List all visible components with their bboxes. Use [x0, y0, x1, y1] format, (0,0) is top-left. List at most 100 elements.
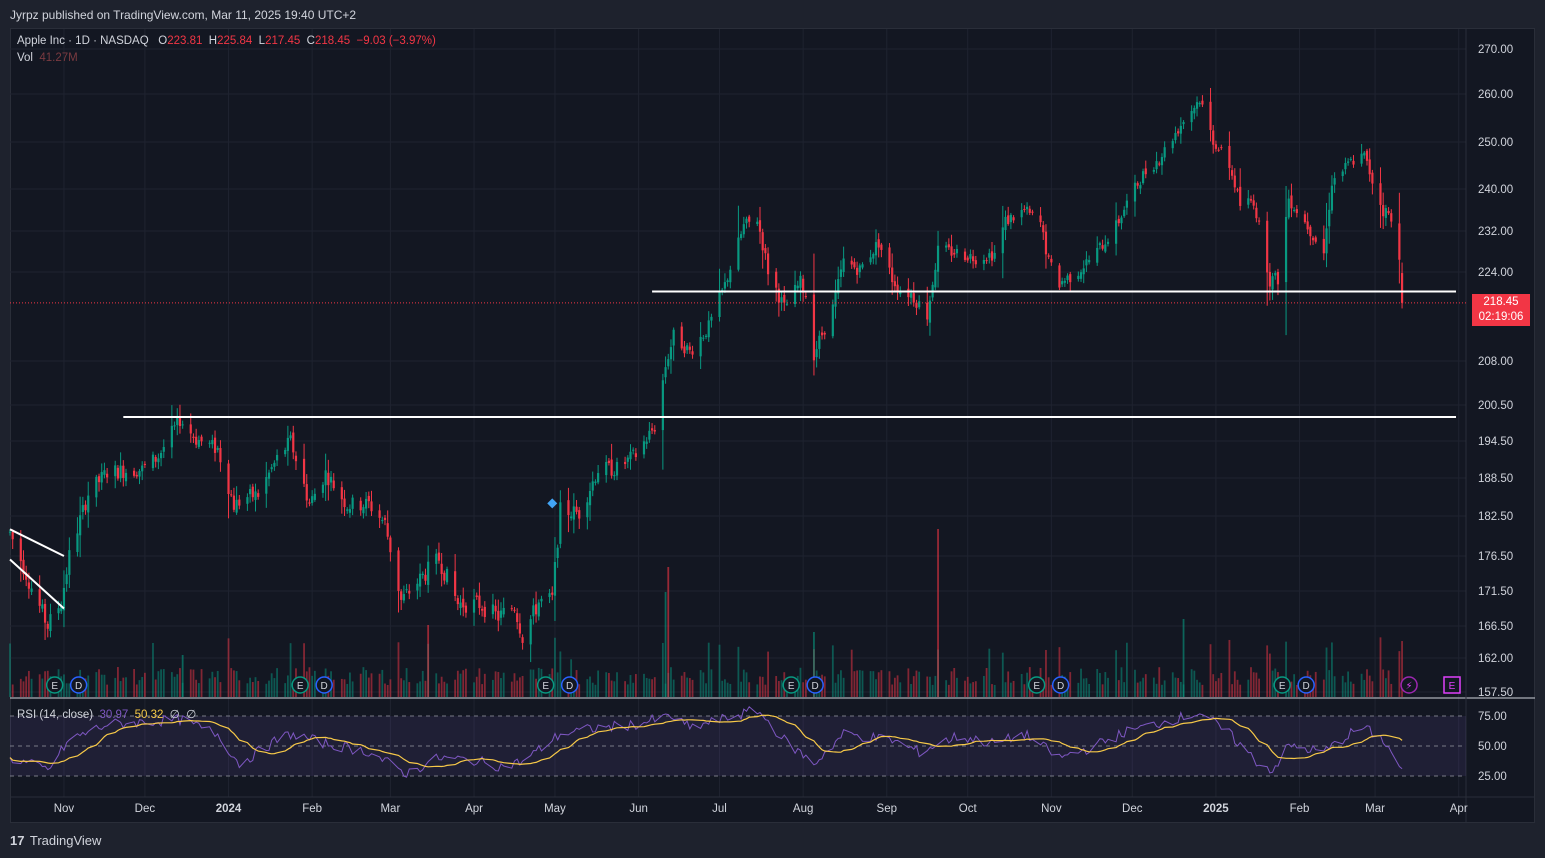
- symbol-title[interactable]: Apple Inc · 1D · NASDAQ: [17, 35, 149, 47]
- trend-line[interactable]: [9, 558, 65, 610]
- earnings-icon[interactable]: [1027, 676, 1046, 694]
- candle-body: [1387, 211, 1390, 214]
- candle-body: [588, 490, 592, 506]
- dividends-icon-label: D: [321, 681, 328, 692]
- candle-body: [116, 467, 120, 479]
- volume-bar: [513, 673, 516, 697]
- volume-bar: [154, 679, 157, 697]
- candle-body: [537, 602, 540, 617]
- volume-bar: [292, 684, 295, 697]
- candle-body: [1133, 182, 1137, 202]
- volume-bar: [651, 679, 653, 697]
- candle-body: [11, 532, 14, 540]
- candle-body: [1379, 183, 1382, 205]
- close-value: 218.45: [314, 35, 351, 47]
- volume-bar: [143, 672, 146, 697]
- volume-bar: [311, 675, 314, 697]
- candle-body: [95, 476, 98, 498]
- candle-body: [955, 248, 959, 254]
- candle-body: [1347, 161, 1350, 163]
- price-tick-label: 232.00: [1478, 226, 1513, 238]
- dividends-icon[interactable]: [560, 676, 579, 694]
- candle-body: [1384, 208, 1387, 218]
- dividends-icon[interactable]: [806, 676, 824, 694]
- candle-body: [1096, 247, 1099, 263]
- candle-body: [1082, 268, 1085, 275]
- diamond-marker[interactable]: [547, 498, 558, 509]
- candle-body: [796, 285, 799, 289]
- candle-body: [1249, 199, 1253, 201]
- dividends-icon[interactable]: [315, 676, 333, 694]
- earnings-icon[interactable]: [1273, 676, 1291, 694]
- volume-bar: [993, 684, 996, 697]
- rsi-label[interactable]: RSI (14, close): [17, 709, 94, 721]
- candle-body: [740, 234, 743, 239]
- dividends-icon[interactable]: [1297, 676, 1315, 694]
- candle-body: [154, 456, 157, 462]
- candle-body: [178, 416, 182, 427]
- earnings-icon[interactable]: [782, 676, 800, 694]
- volume-bar: [1271, 670, 1274, 697]
- volume-bar: [578, 684, 581, 697]
- volume-bar: [276, 668, 278, 697]
- volume-bar: [270, 673, 273, 697]
- candle-body: [383, 517, 387, 520]
- volume-label[interactable]: Vol: [17, 52, 33, 64]
- volume-bar: [929, 676, 931, 697]
- volume-bar: [861, 670, 864, 697]
- candle-body: [1117, 218, 1120, 224]
- candle-body: [812, 294, 816, 361]
- candle-body: [286, 437, 289, 451]
- earnings-icon[interactable]: [45, 676, 64, 694]
- candle-body: [891, 267, 894, 283]
- tradingview-logo[interactable]: 17 TradingView: [10, 833, 101, 848]
- volume-bar: [559, 651, 562, 697]
- volume-bar: [497, 671, 500, 697]
- dividends-icon[interactable]: [69, 676, 88, 694]
- candle-body: [926, 302, 929, 320]
- volume-bar: [114, 677, 117, 697]
- volume-bar: [823, 676, 826, 697]
- candle-body: [842, 258, 845, 272]
- candle-body: [1252, 200, 1255, 206]
- volume-bar: [365, 670, 368, 697]
- volume-bar: [837, 674, 840, 697]
- price-tick-label: 240.00: [1478, 184, 1513, 196]
- volume-bar: [1050, 684, 1053, 697]
- candle-body: [435, 553, 438, 564]
- candle-body: [143, 463, 146, 465]
- volume-bar: [214, 677, 216, 697]
- volume-bar: [1174, 677, 1177, 697]
- volume-bar: [605, 672, 608, 697]
- volume-bar: [842, 677, 845, 697]
- lightning-icon[interactable]: [1400, 676, 1418, 694]
- open-value: 223.81: [167, 35, 203, 47]
- candle-body: [119, 465, 122, 479]
- earnings-icon[interactable]: [291, 676, 309, 694]
- candle-body: [907, 288, 910, 298]
- upcoming-earnings-icon[interactable]: [1443, 676, 1461, 694]
- volume-bar: [891, 684, 894, 697]
- volume-bar: [1080, 668, 1082, 697]
- candle-body: [858, 265, 861, 273]
- candle-body: [1152, 170, 1155, 172]
- candle-body: [273, 462, 276, 467]
- candle-body: [1400, 273, 1404, 303]
- candle-body: [950, 246, 953, 256]
- candle-body: [1360, 153, 1363, 164]
- candle-body: [1341, 171, 1344, 177]
- candle-body: [1077, 275, 1080, 280]
- trend-line[interactable]: [9, 528, 65, 557]
- dividends-icon[interactable]: [1051, 676, 1070, 694]
- volume-bar: [554, 637, 556, 697]
- volume-bar: [1088, 683, 1091, 697]
- earnings-icon[interactable]: [536, 676, 555, 694]
- volume-bar: [740, 681, 743, 697]
- candle-body: [367, 495, 370, 502]
- volume-bar: [195, 679, 198, 697]
- candle-body: [785, 303, 789, 305]
- candle-body: [418, 573, 422, 587]
- volume-bar: [152, 642, 154, 697]
- candle-body: [1220, 147, 1223, 149]
